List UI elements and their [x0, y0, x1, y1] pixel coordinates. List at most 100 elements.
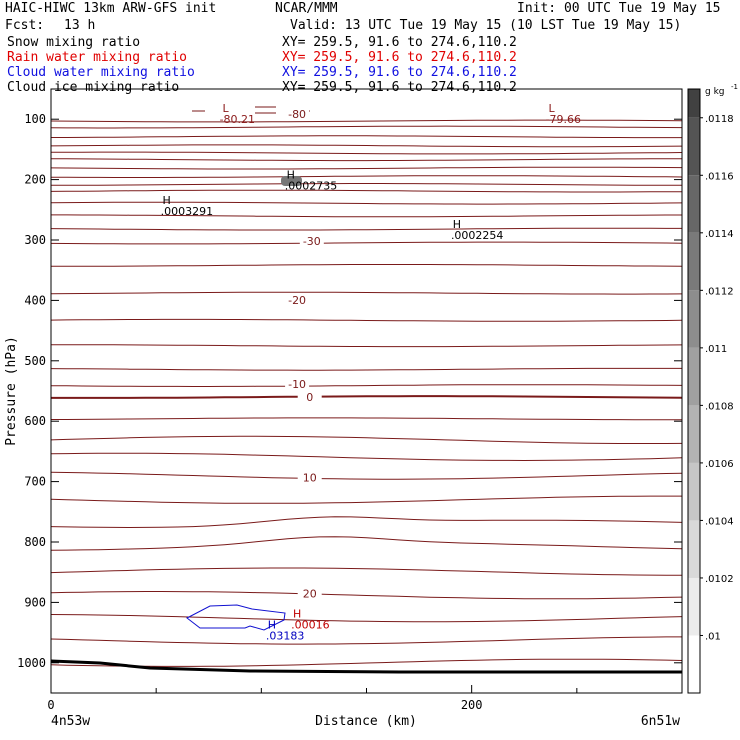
- y-tick-label: 900: [24, 595, 46, 609]
- colorbar-label: .0116: [705, 171, 734, 182]
- x-start-label: 4n53w: [51, 714, 90, 729]
- forecast-label: Fcst:: [5, 18, 45, 33]
- label-bg: [285, 293, 310, 306]
- extremum-letter: H: [287, 168, 295, 181]
- colorbar-label: .0106: [705, 459, 734, 470]
- cloud-water-contour: [186, 604, 286, 631]
- isotherm-line: [50, 318, 683, 322]
- colorbar-label: .0108: [705, 401, 734, 412]
- y-tick-label: 100: [24, 112, 46, 126]
- extremum-value: .0002735: [285, 179, 338, 192]
- temperature-label: 0: [306, 391, 313, 404]
- isotherm-line: [50, 516, 683, 529]
- colorbar-label: .0104: [705, 516, 734, 527]
- extremum-letter: H: [453, 218, 461, 231]
- field-snow-xy: XY= 259.5, 91.6 to 274.6,110.2: [282, 35, 517, 50]
- isotherm-line: [51, 264, 683, 267]
- y-tick-label: 400: [24, 293, 46, 307]
- extremum-value: .0002254: [451, 229, 504, 242]
- y-tick-label: 800: [24, 535, 46, 549]
- isotherm-line: [50, 241, 683, 245]
- y-axis-label: Pressure (hPa): [4, 336, 19, 446]
- plot-labels: -80-30-20-1001020L-80.21L-79.66H.0002735…: [161, 102, 581, 642]
- isotherm-line: [50, 435, 683, 444]
- snow-shade-patch: [281, 176, 302, 186]
- colorbar-label: .0114: [705, 229, 734, 240]
- colorbar-unit-exponent: -1: [731, 83, 738, 91]
- colorbar-segment: [688, 89, 700, 118]
- isotherm-line: [51, 395, 683, 399]
- terrain-line: [50, 659, 682, 674]
- y-tick-label: 300: [24, 233, 46, 247]
- x-end-label: 6n51w: [641, 714, 680, 729]
- isotherm-line: [50, 144, 683, 148]
- colorbar-segment: [688, 635, 700, 693]
- extremum-value: .00016: [291, 619, 330, 632]
- colorbar-unit: g kg: [705, 87, 725, 97]
- isotherm-line: [50, 614, 683, 623]
- isotherm-line: [50, 189, 683, 193]
- isotherm-line: [51, 214, 682, 218]
- isotherm-line: [50, 291, 683, 295]
- model-title: HAIC-HIWC 13km ARW-GFS init: [5, 1, 217, 16]
- field-rain-xy: XY= 259.5, 91.6 to 274.6,110.2: [282, 50, 517, 65]
- x-axis-label: Distance (km): [315, 714, 417, 729]
- field-cloudice-label: Cloud ice mixing ratio: [7, 80, 180, 95]
- isotherm-line: [50, 119, 683, 123]
- y-tick-label: 200: [24, 173, 46, 187]
- colorbar-segment: [688, 577, 700, 636]
- extremum-letter: L: [223, 102, 230, 115]
- colorbar-segment: [688, 520, 700, 578]
- field-cloudwater-label: Cloud water mixing ratio: [7, 65, 195, 80]
- field-snow-label: Snow mixing ratio: [7, 35, 141, 50]
- colorbar-label: .0118: [705, 114, 734, 125]
- colorbar-label: .011: [705, 344, 727, 355]
- org-label: NCAR/MMM: [275, 1, 338, 16]
- init-time: Init: 00 UTC Tue 19 May 15: [517, 1, 721, 16]
- isotherm-line: [50, 166, 683, 170]
- extremum-letter: H: [163, 194, 171, 207]
- extremum-value: .0003291: [161, 205, 214, 218]
- extremum-value: -80.21: [220, 113, 255, 126]
- isotherm-line: [50, 452, 683, 462]
- field-cloudice-xy: XY= 259.5, 91.6 to 274.6,110.2: [282, 80, 517, 95]
- valid-time: Valid: 13 UTC Tue 19 May 15 (10 LST Tue …: [290, 18, 682, 33]
- colorbar-label: .01: [705, 631, 721, 642]
- isotherm-line: [50, 384, 683, 387]
- temperature-label: -80: [288, 108, 306, 121]
- label-bg: [285, 377, 310, 390]
- colorbar-segment: [688, 232, 700, 291]
- colorbar-segment: [688, 347, 700, 406]
- temperature-label: -10: [288, 378, 306, 391]
- isotherm-line: [50, 636, 682, 645]
- y-tick-label: 1000: [17, 656, 46, 670]
- colorbar-label: .0112: [705, 286, 734, 297]
- forecast-value: 13 h: [64, 18, 96, 33]
- extremum-letter: L: [549, 102, 556, 115]
- label-bg: [297, 391, 322, 404]
- colorbar-segment: [688, 462, 700, 521]
- isotherm-line: [51, 417, 682, 421]
- label-bg: [297, 471, 322, 484]
- x-tick-label: 0: [47, 698, 54, 712]
- isotherm-line: [51, 135, 682, 139]
- isotherm-line: [51, 183, 682, 186]
- isotherm-line: [50, 367, 682, 371]
- colorbar: .01 .0102 .0104 .0106 .0108 .011 .0112 .0114 .01…: [687, 83, 738, 694]
- extremum-letter: H: [293, 608, 301, 621]
- isotherm-line: [51, 158, 682, 162]
- temperature-label: -20: [288, 294, 306, 307]
- temperature-label: 20: [303, 587, 317, 600]
- y-tick-label: 700: [24, 475, 46, 489]
- field-rain-label: Rain water mixing ratio: [7, 50, 188, 65]
- plot-features: [50, 106, 682, 674]
- isotherm-line: [50, 125, 683, 129]
- extremum-value: .03183: [266, 629, 305, 642]
- extremum-value: -79.66: [546, 113, 581, 126]
- x-tick-label: 200: [461, 698, 483, 712]
- label-bg: [299, 235, 324, 248]
- plot-frame: [50, 88, 683, 694]
- isotherm-line: [50, 536, 683, 551]
- colorbar-segment: [688, 290, 700, 348]
